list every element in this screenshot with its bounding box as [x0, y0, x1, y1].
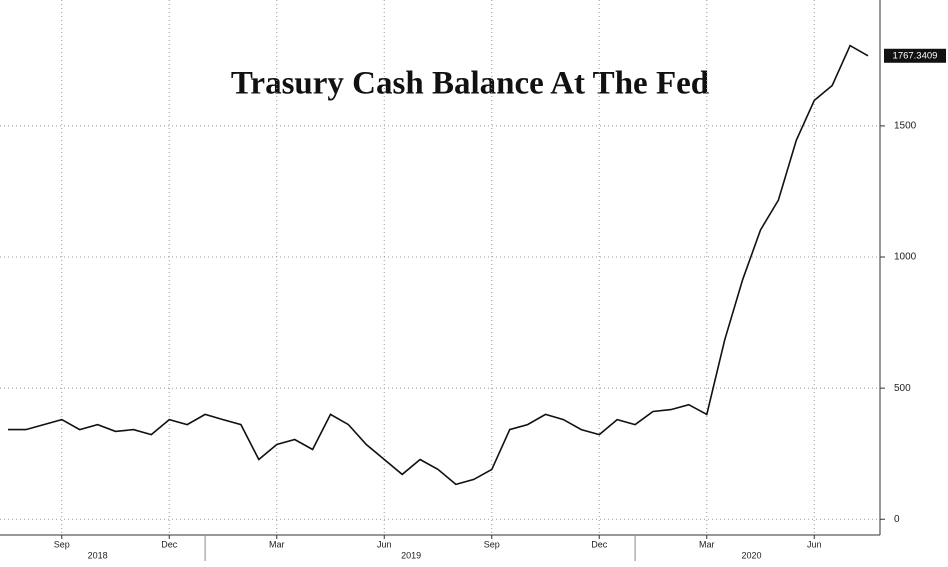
x-tick-label: Jun: [807, 539, 822, 549]
y-tick-label: 0: [894, 514, 900, 525]
chart-title: Trasury Cash Balance At The Fed: [231, 66, 709, 102]
x-tick-label: Mar: [269, 539, 285, 549]
x-tick-label: Sep: [484, 539, 500, 549]
x-tick-label: Dec: [591, 539, 608, 549]
last-value-box: [884, 48, 946, 63]
x-tick-label: Mar: [699, 539, 715, 549]
y-tick-label: 1500: [894, 121, 917, 132]
x-tick-label: Jun: [377, 539, 392, 549]
x-tick-label: Sep: [54, 539, 70, 549]
y-tick-label: 500: [894, 383, 911, 394]
year-label: 2020: [742, 550, 762, 560]
last-value-label: 1767.3409: [893, 50, 938, 61]
year-label: 2018: [88, 550, 108, 560]
line-series: [8, 44, 869, 486]
y-tick-label: 1000: [894, 252, 917, 263]
x-tick-label: Dec: [161, 539, 178, 549]
year-label: 2019: [401, 550, 421, 560]
